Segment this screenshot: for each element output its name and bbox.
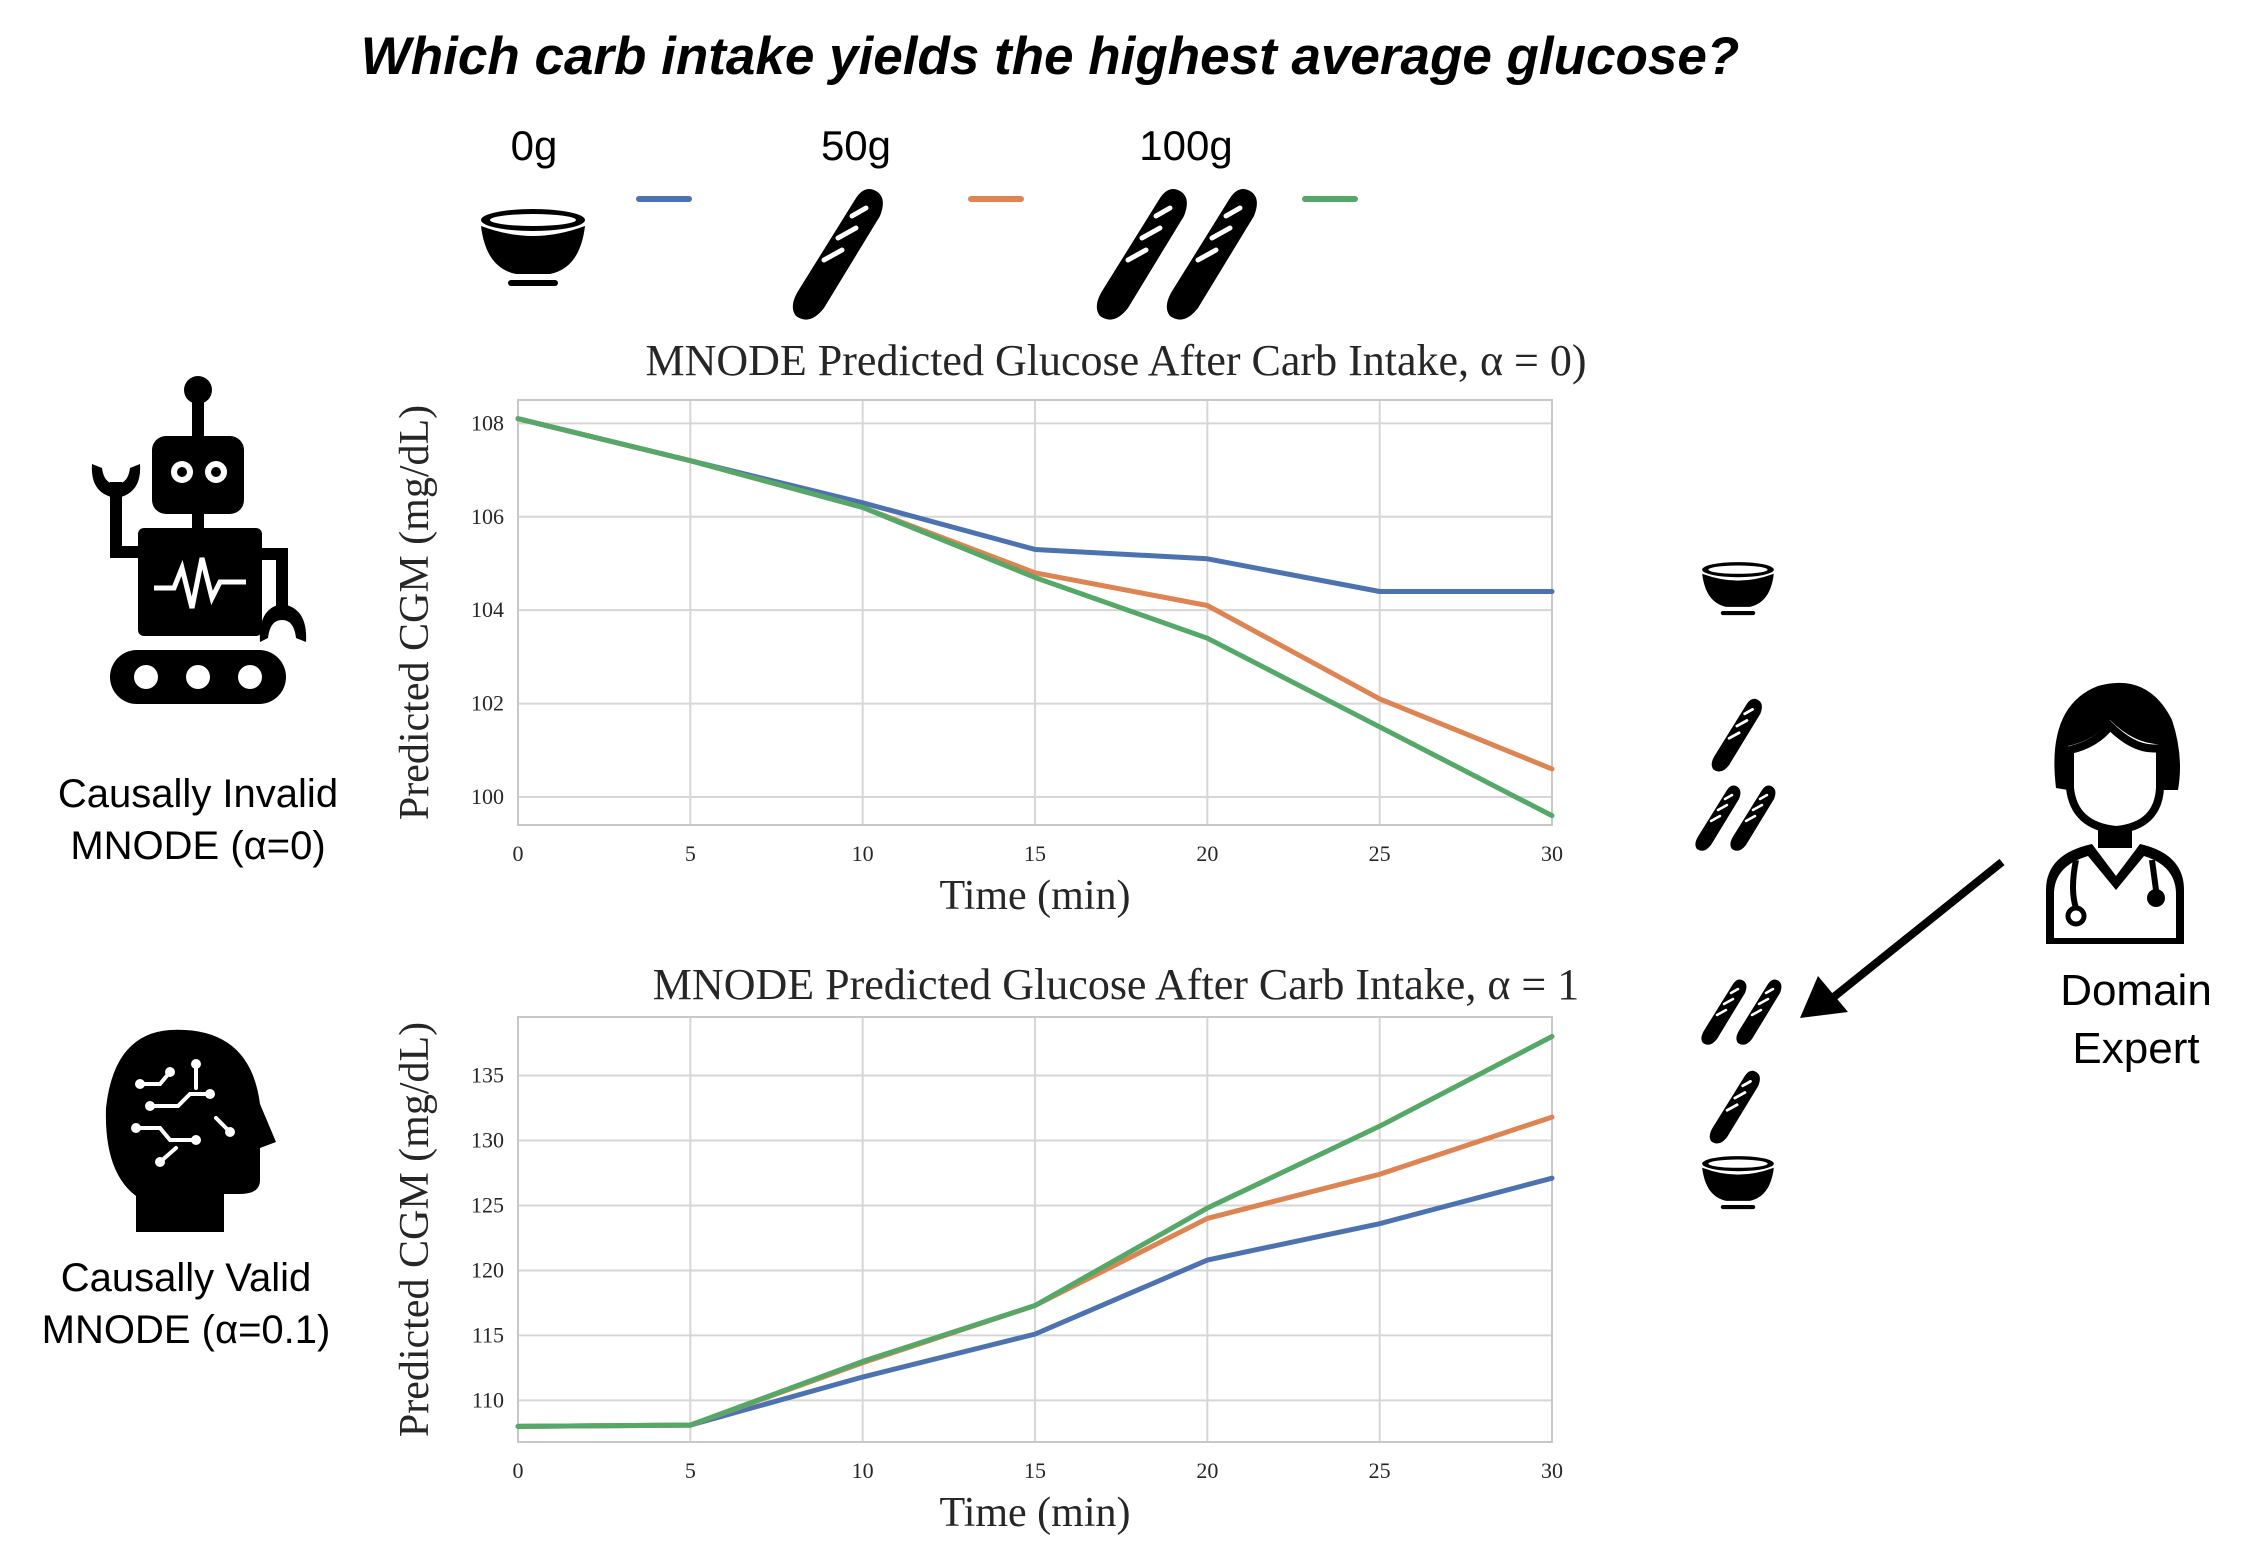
expert-label-line2: Expert — [2072, 1024, 2200, 1073]
legend-line-100g — [1302, 196, 1358, 202]
x-tick-label: 20 — [1196, 841, 1218, 866]
series-group — [515, 1033, 1555, 1429]
y-tick-label: 115 — [472, 1322, 504, 1347]
grid — [517, 1017, 1553, 1442]
y-tick-label: 102 — [471, 691, 504, 716]
expert-arrow — [1800, 858, 2005, 1018]
y-tick-label: 125 — [471, 1192, 504, 1217]
chart-alpha-1: MNODE Predicted Glucose After Carb Intak… — [392, 960, 1579, 1536]
two-baguettes-icon — [1094, 184, 1274, 324]
end-icon-bowl-chart2 — [1702, 1156, 1774, 1210]
expert-label-line1: Domain — [2060, 966, 2212, 1015]
brain-label-line1: Causally Valid — [60, 1256, 312, 1300]
x-tick-label: 0 — [513, 1458, 524, 1483]
x-ticks: 0 5 10 15 20 25 30 — [513, 841, 1564, 866]
chart-title: MNODE Predicted Glucose After Carb Intak… — [653, 960, 1579, 1009]
y-tick-label: 120 — [471, 1257, 504, 1282]
plot-frame — [517, 1016, 1553, 1443]
y-tick-label: 106 — [471, 504, 504, 529]
robot-label: Causally Invalid MNODE (α=0) — [8, 768, 388, 872]
y-tick-label: 108 — [471, 410, 504, 435]
end-icon-baguette-chart1 — [1710, 697, 1764, 773]
x-tick-label: 10 — [852, 1458, 874, 1483]
robot-label-line2: MNODE (α=0) — [70, 824, 326, 868]
x-axis-label: Time (min) — [940, 873, 1131, 919]
chart-alpha-0: MNODE Predicted Glucose After Carb Intak… — [392, 336, 1587, 919]
y-ticks: 110 115 120 125 130 135 — [471, 1062, 504, 1412]
ai-head-icon — [105, 1029, 276, 1232]
legend-label-50g: 50g — [820, 122, 892, 169]
end-icon-bowl-chart1 — [1702, 562, 1774, 616]
brain-label-line2: MNODE (α=0.1) — [41, 1308, 331, 1352]
x-ticks: 0 5 10 15 20 25 30 — [513, 1458, 1564, 1483]
plot-frame — [517, 399, 1553, 826]
x-tick-label: 15 — [1024, 841, 1046, 866]
x-tick-label: 10 — [852, 841, 874, 866]
end-icon-two-baguettes-chart2 — [1700, 976, 1790, 1048]
x-tick-label: 25 — [1369, 841, 1391, 866]
legend-line-50g — [968, 196, 1024, 202]
end-icon-two-baguettes-chart1 — [1694, 782, 1784, 854]
legend-label-100g: 100g — [1139, 122, 1233, 169]
chart-title: MNODE Predicted Glucose After Carb Intak… — [645, 336, 1586, 385]
x-tick-label: 30 — [1541, 841, 1563, 866]
y-axis-label: Predicted CGM (mg/dL) — [392, 1022, 438, 1437]
series-line-100g — [515, 416, 1555, 819]
y-tick-label: 104 — [471, 597, 504, 622]
expert-label: Domain Expert — [1946, 962, 2252, 1078]
grid — [517, 400, 1553, 825]
x-tick-label: 15 — [1024, 1458, 1046, 1483]
end-icon-baguette-chart2 — [1708, 1069, 1762, 1145]
baguette-icon — [790, 184, 890, 324]
headline: Which carb intake yields the highest ave… — [360, 27, 1740, 86]
series-group — [515, 416, 1555, 819]
doctor-icon — [2046, 682, 2184, 944]
x-tick-label: 5 — [685, 1458, 696, 1483]
legend-line-0g — [636, 196, 692, 202]
y-ticks: 100 102 104 106 108 — [471, 410, 504, 809]
y-tick-label: 110 — [472, 1387, 504, 1412]
y-tick-label: 135 — [471, 1062, 504, 1087]
x-tick-label: 20 — [1196, 1458, 1218, 1483]
x-tick-label: 0 — [513, 841, 524, 866]
x-tick-label: 5 — [685, 841, 696, 866]
x-tick-label: 25 — [1369, 1458, 1391, 1483]
series-line-100g — [515, 1033, 1555, 1429]
x-axis-label: Time (min) — [940, 1490, 1131, 1536]
x-tick-label: 30 — [1541, 1458, 1563, 1483]
y-tick-label: 130 — [471, 1127, 504, 1152]
brain-label: Causally Valid MNODE (α=0.1) — [0, 1252, 376, 1356]
robot-label-line1: Causally Invalid — [57, 772, 339, 816]
legend-label-0g: 0g — [510, 122, 558, 169]
y-axis-label: Predicted CGM (mg/dL) — [392, 405, 438, 820]
bowl-icon — [478, 206, 588, 296]
robot-icon — [91, 376, 307, 704]
y-tick-label: 100 — [471, 784, 504, 809]
